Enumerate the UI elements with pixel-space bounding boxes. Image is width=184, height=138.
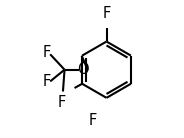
Text: F: F: [102, 6, 111, 21]
Text: O: O: [77, 62, 89, 77]
Text: F: F: [43, 74, 51, 89]
Text: F: F: [58, 95, 66, 110]
Text: F: F: [43, 45, 51, 60]
Text: F: F: [88, 113, 97, 128]
